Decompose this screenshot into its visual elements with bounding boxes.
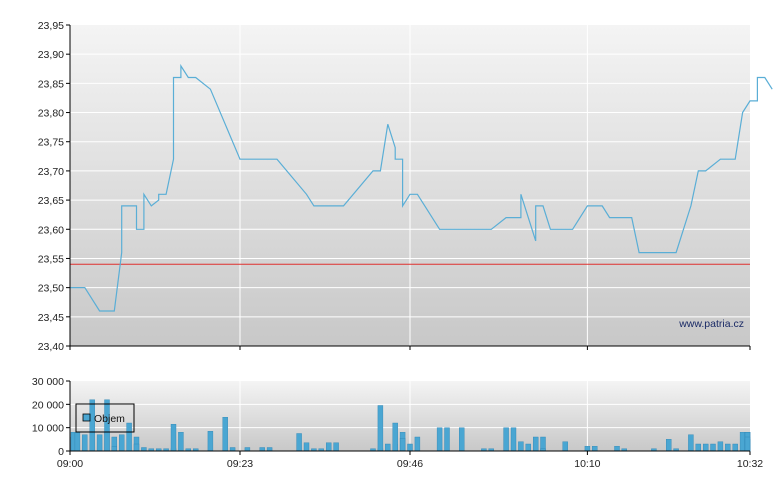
price-y-tick-label: 23,65	[38, 195, 64, 207]
volume-bar	[385, 443, 391, 452]
x-tick-label: 09:46	[397, 458, 423, 470]
x-tick-label: 09:23	[227, 458, 253, 470]
volume-bar	[244, 447, 251, 452]
legend-label: Objem	[94, 413, 125, 425]
volume-bar	[89, 399, 95, 452]
volume-bar	[333, 442, 339, 452]
watermark: www.patria.cz	[678, 318, 744, 330]
price-y-tick-label: 23,80	[38, 108, 64, 120]
volume-bar	[259, 447, 265, 452]
price-y-tick-label: 23,40	[38, 341, 64, 353]
volume-bar	[518, 441, 524, 452]
volume-bar	[399, 438, 406, 452]
volume-bar	[666, 439, 672, 452]
volume-bar	[732, 443, 738, 452]
volume-bar	[614, 446, 620, 452]
volume-bar	[592, 446, 598, 452]
volume-bar	[703, 443, 709, 452]
volume-bar	[170, 424, 177, 452]
volume-bar	[584, 446, 591, 452]
volume-bar	[141, 447, 147, 452]
volume-bar	[178, 432, 184, 452]
volume-bar	[326, 442, 332, 452]
volume-bar	[739, 432, 746, 452]
volume-bar	[96, 434, 103, 452]
legend-box	[75, 403, 135, 433]
price-y-tick-label: 23,95	[38, 20, 64, 32]
volume-bar	[688, 434, 694, 452]
volume-bar	[533, 436, 539, 452]
price-panel: 23,40 23,45 23,50 23,55 23,60 23,65 23,70 23,75…	[38, 20, 773, 353]
price-y-tick-label: 23,75	[38, 137, 64, 149]
volume-bar	[695, 443, 701, 452]
volume-bar	[377, 405, 384, 452]
volume-bar	[717, 441, 724, 452]
volume-legend: Objem	[75, 403, 135, 433]
price-y-tick-label: 23,50	[38, 283, 64, 295]
volume-bar	[266, 447, 273, 452]
volume-bar	[303, 442, 310, 452]
volume-panel: 0 10 000 20 000 30 000 09:00 09:23 09:46 10:10 1…	[32, 376, 763, 470]
volume-bar	[510, 427, 517, 452]
volume-bar	[710, 443, 716, 452]
price-y-tick-label: 23,55	[38, 253, 64, 265]
volume-bar	[392, 422, 398, 452]
volume-bar	[111, 446, 118, 452]
volume-bar	[525, 443, 531, 452]
volume-bar	[444, 427, 450, 452]
volume-y-tick-label: 20 000	[32, 399, 64, 411]
volume-bar	[229, 447, 236, 452]
volume-bar	[436, 427, 443, 452]
volume-bar	[104, 399, 110, 452]
volume-bar	[744, 436, 751, 452]
volume-bar	[296, 433, 302, 452]
volume-bar	[725, 443, 731, 452]
price-y-tick-label: 23,70	[38, 166, 64, 178]
price-series-line	[70, 63, 773, 312]
volume-bar	[562, 441, 568, 452]
volume-bar	[126, 422, 132, 452]
volume-bar	[414, 436, 421, 452]
x-tick-label: 10:10	[574, 458, 600, 470]
price-y-tick-label: 23,85	[38, 78, 64, 90]
volume-bar	[133, 443, 140, 452]
volume-bar	[74, 432, 81, 452]
volume-bar	[222, 417, 228, 452]
price-y-tick-label: 23,60	[38, 224, 64, 236]
volume-bar	[459, 427, 465, 452]
x-tick-label: 09:00	[57, 458, 83, 470]
volume-bar	[207, 431, 214, 452]
volume-bar	[82, 434, 88, 452]
legend-swatch	[82, 413, 91, 422]
price-y-tick-label: 23,45	[38, 312, 64, 324]
volume-y-tick-label: 30 000	[32, 376, 64, 388]
volume-y-tick-label: 10 000	[32, 423, 64, 435]
volume-bar	[118, 434, 125, 452]
x-tick-label: 10:32	[737, 458, 763, 470]
price-y-tick-label: 23,90	[38, 49, 64, 61]
volume-bar	[503, 427, 509, 452]
volume-bar	[407, 443, 413, 452]
volume-y-tick-label: 0	[58, 446, 64, 458]
